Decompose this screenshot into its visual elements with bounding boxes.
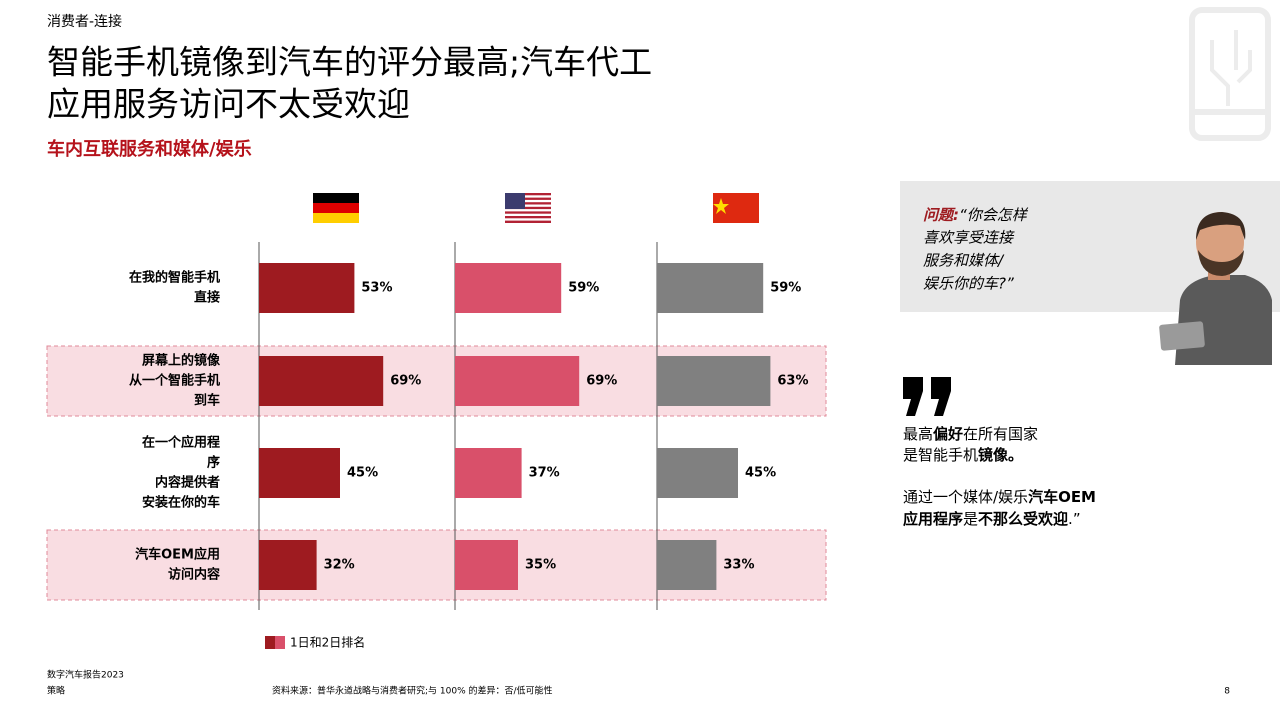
legend-label: 1日和2日排名: [290, 635, 365, 650]
category-label: 在一个应用程: [142, 435, 220, 451]
category-label: 直接: [194, 290, 220, 306]
flag-germany: [313, 193, 359, 223]
value-label: 53%: [361, 281, 392, 296]
footer-report: 数字汽车报告2023: [47, 669, 124, 681]
quote-segment: 汽车OEM: [1028, 488, 1096, 506]
quote-segment: .”: [1068, 510, 1081, 528]
bar: [455, 263, 562, 313]
quote-segment: 偏好: [933, 425, 963, 443]
value-label: 69%: [390, 374, 421, 389]
value-label: 45%: [745, 466, 776, 481]
question-label: 问题:: [923, 206, 959, 224]
category-label: 安装在你的车: [142, 495, 220, 511]
question-line: 娱乐你的车?”: [923, 275, 1014, 293]
category-label: 内容提供者: [155, 475, 220, 491]
legend-swatch: [275, 636, 285, 649]
footer-section: 策略: [47, 685, 65, 697]
question-text: “你会怎样: [959, 206, 1029, 224]
value-label: 59%: [568, 281, 599, 296]
category-label: 从一个智能手机: [129, 373, 220, 389]
flag-china: [713, 193, 759, 223]
value-label: 33%: [723, 558, 754, 573]
bar: [657, 540, 717, 590]
bar: [657, 263, 764, 313]
value-label: 35%: [525, 558, 556, 573]
category-label: 在我的智能手机: [129, 270, 220, 286]
quote-line: 通过一个媒体/娱乐汽车OEM: [903, 488, 1096, 506]
bar: [259, 540, 317, 590]
question-line: 服务和媒体/: [923, 252, 1005, 270]
value-label: 59%: [770, 281, 801, 296]
bar: [455, 448, 522, 498]
bar: [259, 356, 384, 406]
flag-usa: [505, 193, 551, 223]
phone-icon: [1189, 7, 1271, 141]
value-label: 37%: [529, 466, 560, 481]
quote-line: 应用程序是不那么受欢迎.”: [903, 510, 1081, 528]
quote-segment: 是: [963, 510, 978, 528]
chart: 在我的智能手机直接屏幕上的镜像从一个智能手机到车在一个应用程序内容提供者安装在你…: [46, 242, 827, 610]
quote-segment: 不那么受欢迎: [978, 510, 1068, 528]
question-line: 喜欢享受连接: [923, 229, 1015, 247]
value-label: 63%: [777, 374, 808, 389]
bar: [657, 356, 771, 406]
subtitle: 车内互联服务和媒体/娱乐: [47, 138, 252, 160]
category-label: 序: [207, 455, 220, 471]
page-number: 8: [1224, 687, 1230, 697]
value-label: 69%: [586, 374, 617, 389]
quote-segment: 在所有国家: [963, 425, 1038, 443]
category-label: 屏幕上的镜像: [142, 353, 221, 369]
bar: [259, 448, 340, 498]
title-line: 智能手机镜像到汽车的评分最高;汽车代工: [47, 43, 652, 82]
category-label: 访问内容: [168, 567, 220, 583]
category-label: 汽车OEM应用: [135, 547, 220, 563]
quote-mark: [903, 377, 951, 416]
quote-segment: 最高: [903, 425, 933, 443]
bar: [455, 540, 518, 590]
footer-source: 资料来源：普华永道战略与消费者研究;与 100% 的差异：否/低可能性: [272, 685, 553, 697]
bar: [259, 263, 355, 313]
person-illustration: [1159, 212, 1272, 365]
quote-line: 最高偏好在所有国家: [903, 425, 1038, 443]
value-label: 32%: [324, 558, 355, 573]
quote-segment: 镜像。: [978, 446, 1023, 464]
bar: [455, 356, 580, 406]
bar: [657, 448, 738, 498]
quote-segment: 应用程序: [903, 510, 963, 528]
category-label: 到车: [194, 393, 220, 409]
quote-line: 是智能手机镜像。: [903, 446, 1023, 464]
quote-segment: 是智能手机: [903, 446, 978, 464]
title-line: 应用服务访问不太受欢迎: [47, 85, 410, 124]
value-label: 45%: [347, 466, 378, 481]
quote-segment: 通过一个媒体/娱乐: [903, 488, 1028, 506]
question-line: 问题:“你会怎样: [923, 206, 1029, 224]
quote: 最高偏好在所有国家是智能手机镜像。通过一个媒体/娱乐汽车OEM应用程序是不那么受…: [903, 425, 1096, 528]
section-label: 消费者-连接: [47, 13, 122, 30]
